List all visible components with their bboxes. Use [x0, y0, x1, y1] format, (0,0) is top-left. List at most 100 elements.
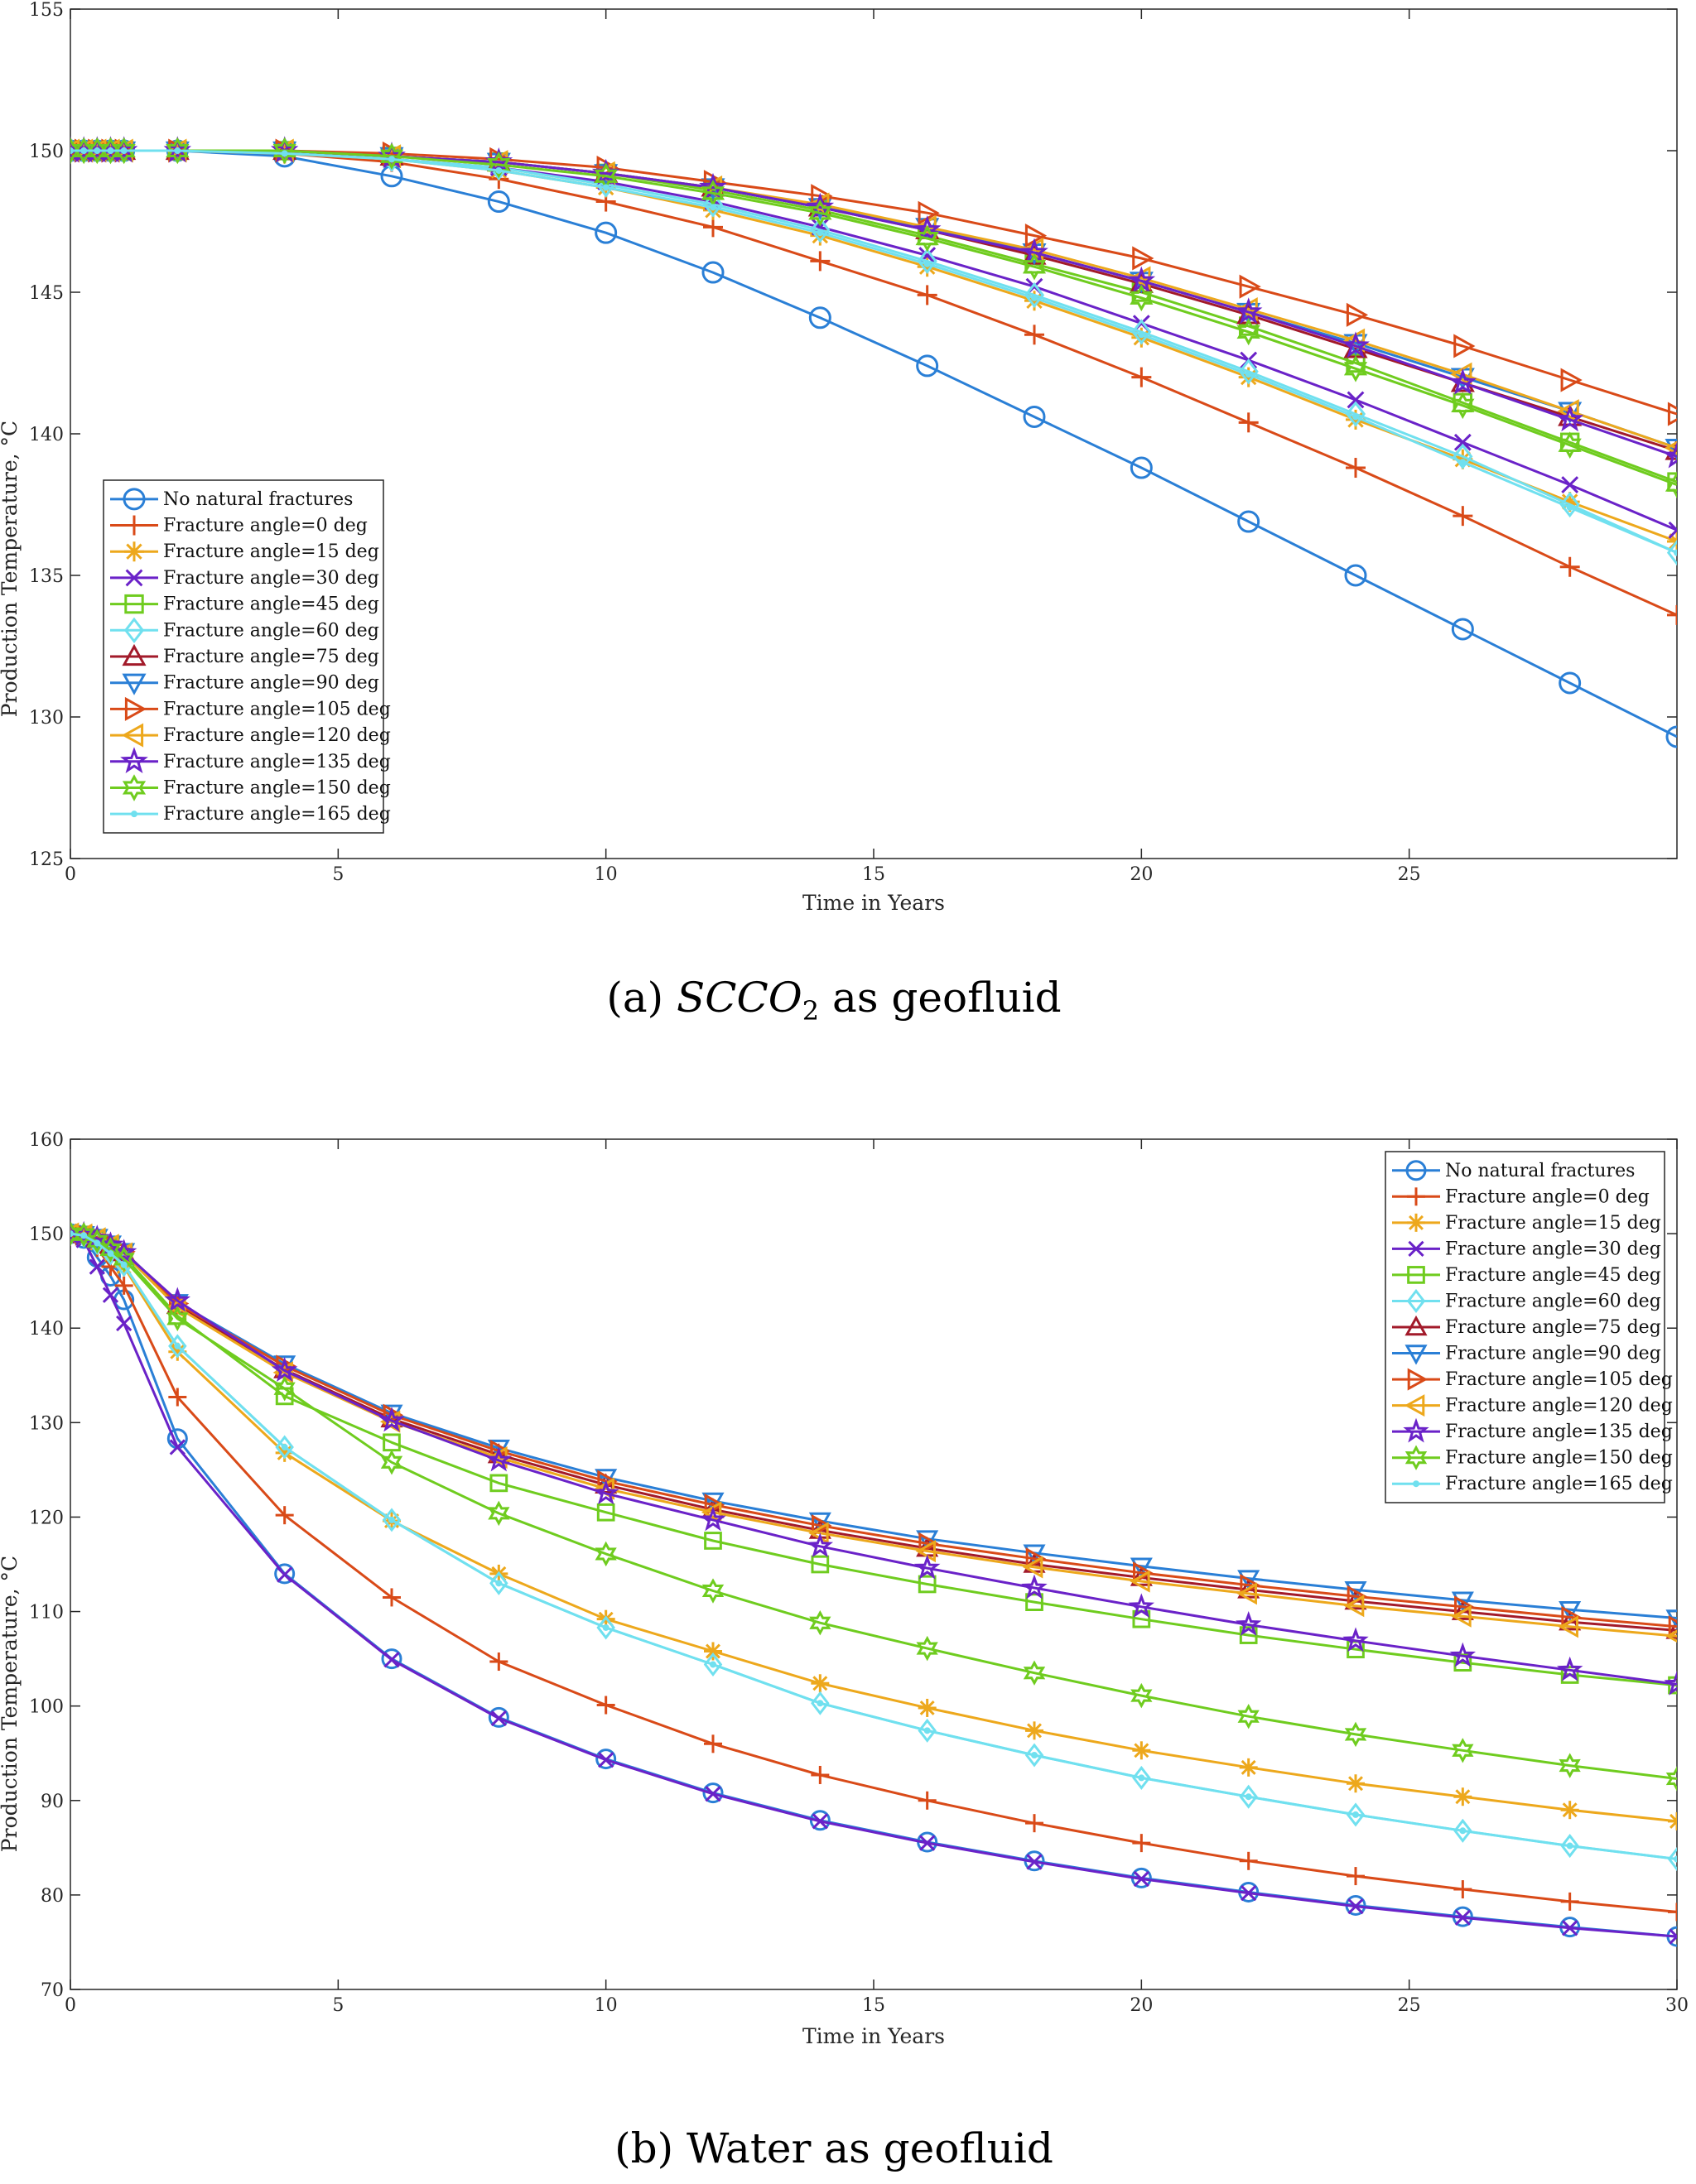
- data-point: [1453, 506, 1473, 527]
- series-3: [70, 1225, 1677, 1945]
- legend-item: Fracture angle=45 deg: [110, 594, 379, 615]
- data-point: [1343, 354, 1368, 382]
- data-point: [1239, 1851, 1258, 1870]
- data-point: [596, 1696, 615, 1715]
- data-point: [1132, 1834, 1151, 1853]
- xlabel-a: Time in Years: [802, 891, 945, 915]
- data-point: [388, 1516, 395, 1523]
- data-point: [918, 1698, 937, 1717]
- data-point: [1241, 1884, 1257, 1902]
- data-point: [1238, 358, 1259, 385]
- legend-item: Fracture angle=30 deg: [110, 568, 379, 589]
- data-point: [1347, 1867, 1365, 1886]
- legend-marker: [131, 811, 137, 818]
- data-point: [923, 1727, 931, 1734]
- data-point: [168, 1388, 187, 1407]
- x-tick-label: 25: [1398, 1995, 1421, 2016]
- data-point: [102, 1287, 119, 1303]
- data-point: [1240, 1574, 1260, 1597]
- x-tick-label: 5: [332, 864, 344, 885]
- data-point: [702, 1782, 724, 1804]
- y-tick-label: 110: [29, 1603, 64, 1624]
- data-point: [1559, 491, 1580, 518]
- data-point: [107, 147, 114, 154]
- data-point: [281, 150, 288, 157]
- data-point: [1344, 1721, 1367, 1748]
- data-point: [595, 1749, 617, 1770]
- data-point: [1674, 1855, 1677, 1863]
- data-point: [703, 217, 723, 238]
- caption-a-suffix: as geofluid: [819, 974, 1062, 1022]
- data-point: [168, 1334, 187, 1359]
- data-point: [1022, 1556, 1043, 1579]
- data-point: [710, 1661, 716, 1668]
- data-point: [1237, 1570, 1260, 1590]
- data-point: [1453, 1818, 1472, 1843]
- data-point: [1023, 1544, 1046, 1565]
- data-point: [272, 137, 296, 165]
- y-tick-label: 140: [29, 425, 64, 445]
- data-point: [112, 137, 136, 165]
- data-point: [1448, 368, 1477, 395]
- data-point: [1665, 1766, 1677, 1792]
- data-point: [86, 1228, 108, 1254]
- ylabel-b: Production Temperature, °C: [0, 1556, 22, 1852]
- caption-a: (a) SCCO2 as geofluid: [606, 974, 1061, 1027]
- legend-marker: [123, 617, 145, 643]
- y-tick-label: 70: [41, 1980, 64, 2001]
- data-point: [1138, 1774, 1145, 1782]
- legend-item: Fracture angle=60 deg: [110, 617, 379, 643]
- data-point: [1664, 1670, 1677, 1696]
- series-line: [70, 1232, 1677, 1938]
- y-tick-label: 135: [29, 566, 64, 587]
- legend-marker: [124, 541, 144, 562]
- data-point: [275, 1506, 294, 1525]
- data-point: [1245, 1793, 1252, 1801]
- data-point: [1664, 440, 1677, 455]
- data-point: [1130, 1557, 1153, 1578]
- data-point: [1459, 1827, 1467, 1835]
- data-point: [1562, 1920, 1578, 1936]
- legend-marker: [124, 696, 147, 721]
- data-point: [596, 1503, 615, 1522]
- data-point: [114, 1276, 133, 1295]
- data-point: [705, 1786, 721, 1802]
- data-point: [1342, 1627, 1369, 1652]
- legend-item: Fracture angle=105 deg: [1392, 1368, 1673, 1391]
- legend-label: Fracture angle=150 deg: [163, 777, 391, 798]
- caption-a-subscript: 2: [802, 995, 819, 1027]
- data-point: [174, 1342, 181, 1349]
- data-point: [89, 1258, 105, 1275]
- data-point: [1023, 405, 1046, 428]
- ylabel-a: Production Temperature, °C: [0, 421, 22, 717]
- data-point: [703, 1652, 723, 1677]
- legend-marker: [1404, 1445, 1428, 1470]
- data-point: [1236, 1610, 1262, 1636]
- data-point: [1346, 458, 1366, 479]
- legend-marker: [1404, 1315, 1428, 1336]
- data-point: [120, 147, 128, 154]
- legend-marker: [1403, 1417, 1429, 1443]
- data-point: [1558, 431, 1582, 459]
- data-point: [918, 1575, 937, 1594]
- data-point: [1025, 1547, 1047, 1571]
- data-point: [1352, 1811, 1359, 1818]
- data-point: [1559, 556, 1580, 577]
- legend-item: Fracture angle=15 deg: [1392, 1213, 1661, 1234]
- data-point: [1451, 1591, 1474, 1612]
- data-point: [378, 1407, 405, 1432]
- legend-marker: [122, 774, 147, 801]
- data-point: [1025, 1593, 1043, 1611]
- data-point: [281, 1444, 288, 1451]
- legend-marker: [122, 673, 147, 695]
- data-point: [1668, 1676, 1677, 1695]
- data-point: [595, 221, 618, 244]
- x-tick-label: 15: [862, 1995, 885, 2016]
- legend-label: Fracture angle=120 deg: [163, 725, 391, 746]
- legend-label: Fracture angle=0 deg: [1445, 1186, 1650, 1207]
- legend-label: Fracture angle=60 deg: [163, 620, 379, 641]
- data-point: [1130, 1682, 1153, 1709]
- y-tick-label: 125: [29, 849, 64, 870]
- legend-label: Fracture angle=30 deg: [1445, 1239, 1661, 1259]
- legend-item: Fracture angle=165 deg: [110, 804, 391, 825]
